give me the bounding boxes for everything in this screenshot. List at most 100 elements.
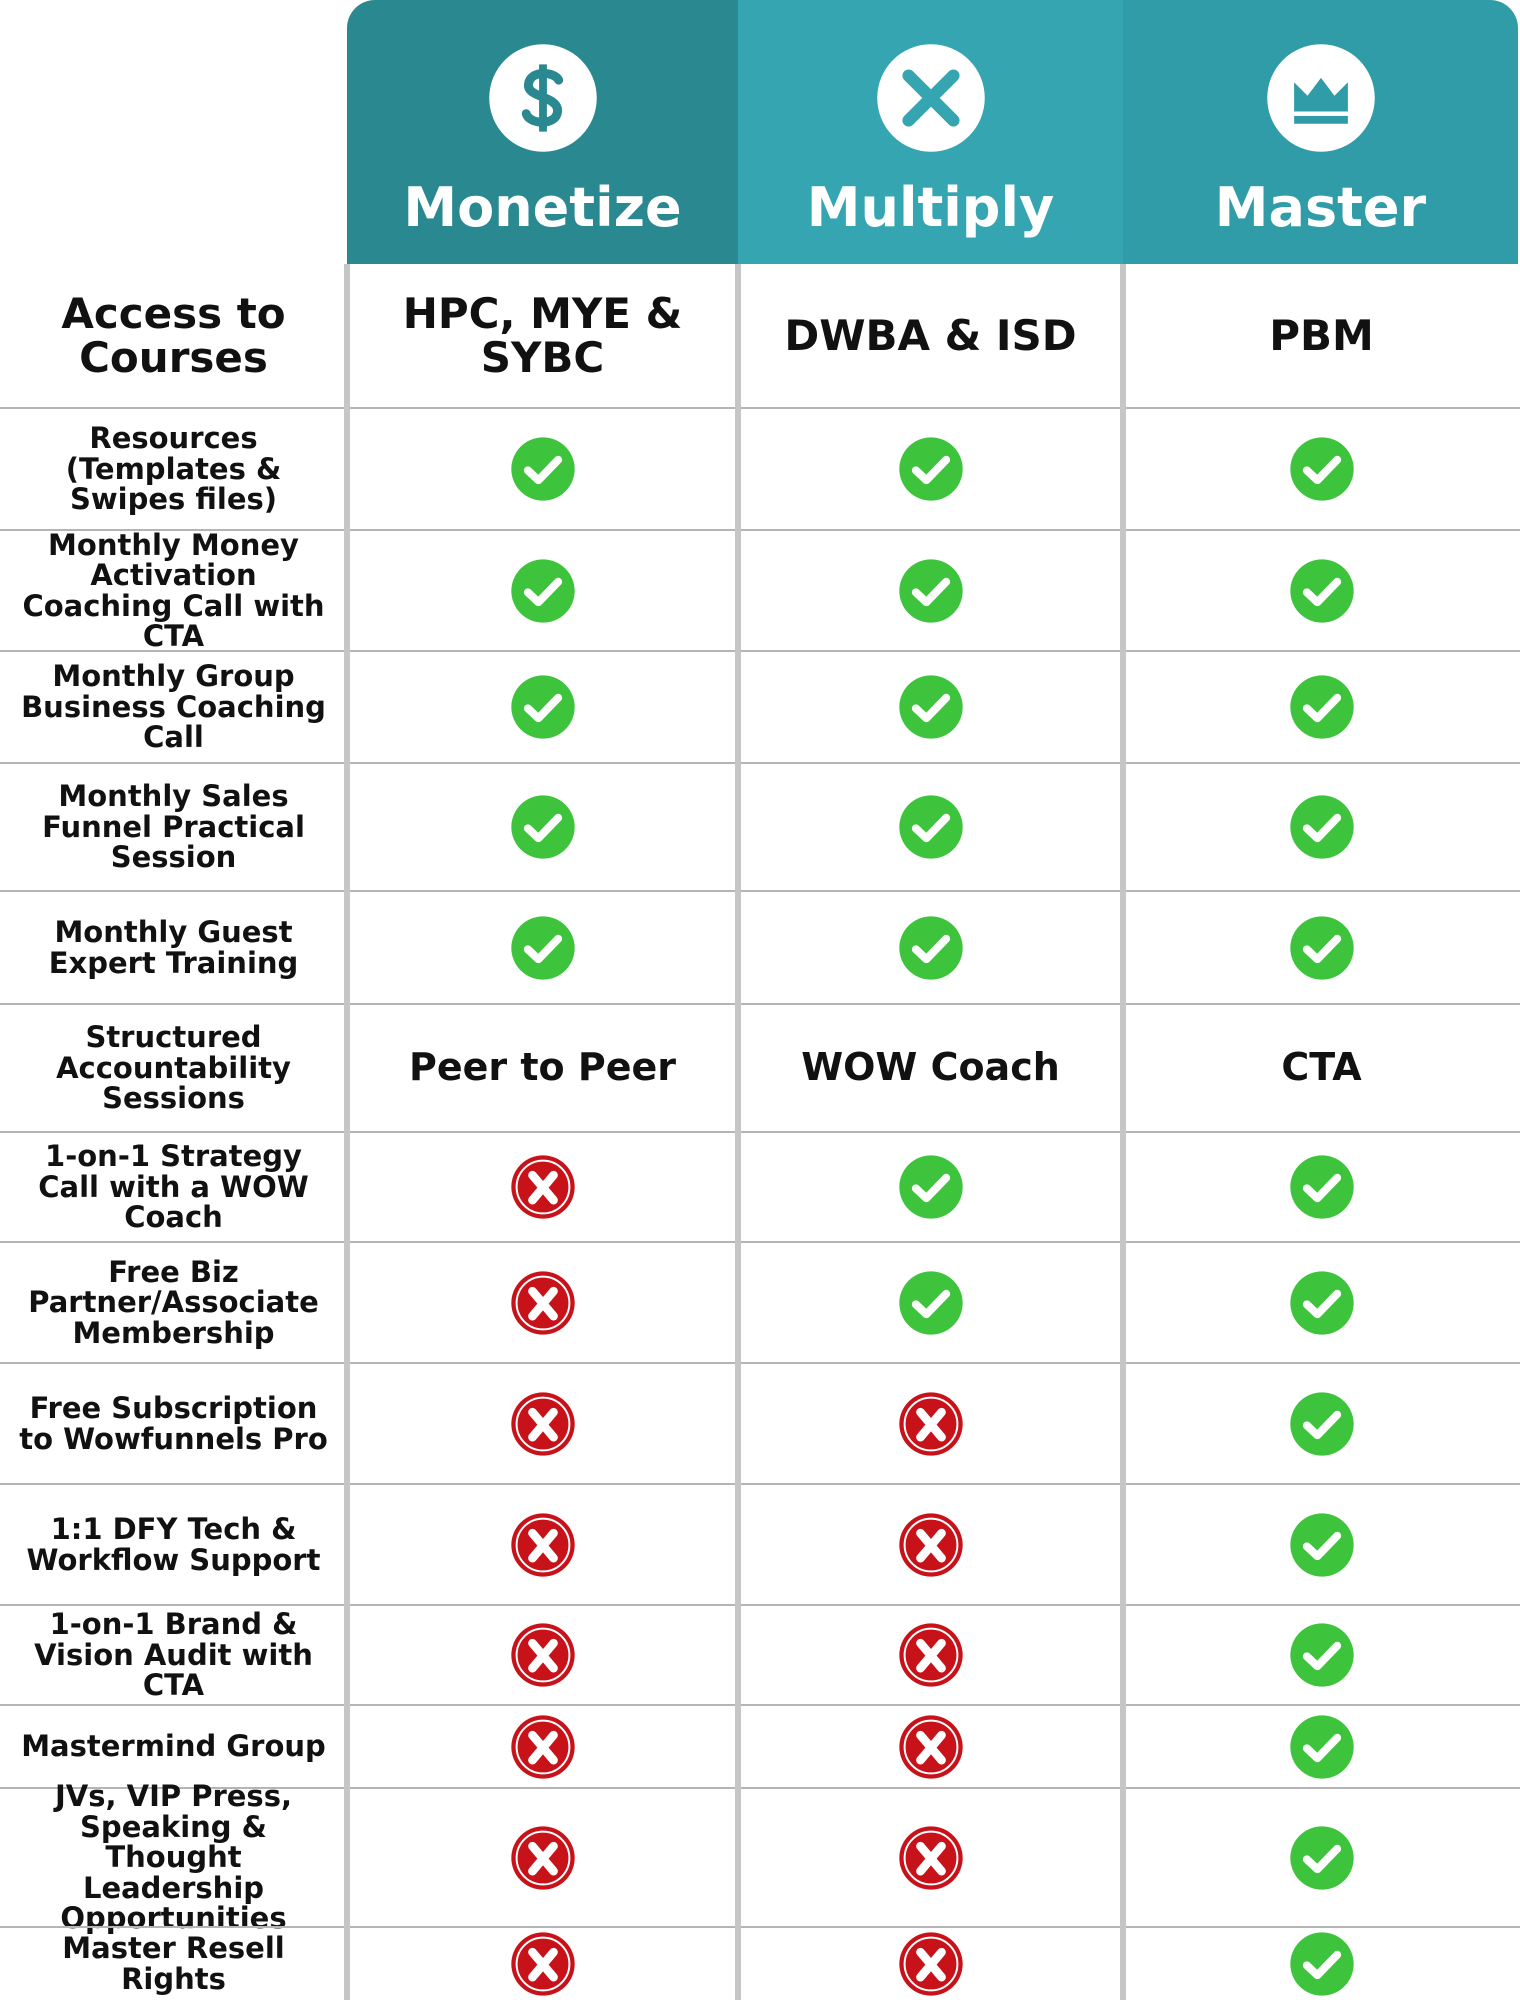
check-icon [510, 795, 575, 859]
cross-icon [898, 1391, 963, 1456]
row-label: 1-on-1 Brand & Vision Audit with CTA [34, 1607, 313, 1703]
cross-icon [510, 1825, 575, 1890]
row-label: Monthly Sales Funnel Practical Session [42, 779, 305, 875]
column-divider [344, 264, 350, 2000]
cell [347, 1788, 738, 1927]
check-icon [1289, 1391, 1354, 1456]
cell [347, 651, 738, 763]
check-icon [1289, 1623, 1354, 1687]
row-label: 1:1 DFY Tech & Workflow Support [26, 1512, 321, 1577]
cell [738, 763, 1123, 891]
cell [1123, 408, 1520, 530]
cell [738, 530, 1123, 651]
header-band: Monetize Multiply Master [347, 0, 1518, 264]
row-divider [0, 1131, 1520, 1133]
plan-icon [876, 44, 985, 152]
row-divider [0, 1787, 1520, 1789]
check-icon [898, 437, 963, 501]
row-label: Resources (Templates & Swipes files) [65, 421, 282, 517]
plan-header: Monetize [347, 0, 738, 264]
row-divider [0, 890, 1520, 892]
cell-text: WOW Coach [801, 1045, 1060, 1090]
cell [738, 651, 1123, 763]
cell [738, 1788, 1123, 1927]
cell-text: CTA [1281, 1045, 1362, 1090]
plan-name: Monetize [403, 176, 682, 239]
cross-icon [898, 1931, 963, 1996]
cross-icon [898, 1623, 963, 1687]
check-icon [1289, 437, 1354, 501]
cell [1123, 891, 1520, 1004]
check-icon [898, 1155, 963, 1219]
cross-icon [510, 1931, 575, 1996]
row-divider [0, 1604, 1520, 1606]
check-icon [1289, 675, 1354, 739]
row-divider [0, 529, 1520, 531]
cross-icon [898, 1825, 963, 1890]
row-label: 1-on-1 Strategy Call with a WOW Coach [38, 1139, 309, 1235]
cell [347, 1484, 738, 1605]
cross-icon [898, 1512, 963, 1577]
cell [347, 1605, 738, 1705]
row-label: Access to Courses [61, 288, 286, 382]
column-divider [735, 264, 741, 2000]
row-divider [0, 407, 1520, 409]
cell [1123, 1132, 1520, 1242]
cell [347, 530, 738, 651]
row-divider [0, 1926, 1520, 1928]
cell [738, 891, 1123, 1004]
row-label: Monthly Guest Expert Training [48, 915, 299, 980]
row-label: Free Subscription to Wowfunnels Pro [19, 1391, 328, 1456]
column-divider [1120, 264, 1126, 2000]
check-icon [1289, 1155, 1354, 1219]
cell [347, 1363, 738, 1484]
cell-text: Peer to Peer [408, 1045, 676, 1090]
check-icon [898, 1270, 963, 1335]
cell [1123, 530, 1520, 651]
check-icon [1289, 1512, 1354, 1577]
row-divider [0, 1003, 1520, 1005]
check-icon [510, 915, 575, 980]
check-icon [1289, 1714, 1354, 1779]
row-divider [0, 1241, 1520, 1243]
cell [347, 891, 738, 1004]
plan-header: Multiply [738, 0, 1123, 264]
cross-icon [510, 1155, 575, 1219]
cell [347, 408, 738, 530]
row-label: Master Resell Rights [62, 1931, 285, 1996]
check-icon [1289, 558, 1354, 623]
cell [738, 1605, 1123, 1705]
row-label: Monthly Group Business Coaching Call [21, 659, 326, 755]
row-divider [0, 1362, 1520, 1364]
cross-icon [510, 1512, 575, 1577]
row-label: JVs, VIP Press, Speaking & Thought Leade… [55, 1779, 292, 1936]
cross-icon [510, 1714, 575, 1779]
cell [1123, 763, 1520, 891]
plan-header: Master [1123, 0, 1518, 264]
check-icon [510, 675, 575, 739]
row-label: Monthly Money Activation Coaching Call w… [22, 527, 325, 653]
plan-icon [1266, 44, 1375, 152]
check-icon [1289, 1931, 1354, 1996]
check-icon [898, 675, 963, 739]
check-icon [898, 915, 963, 980]
cell [1123, 1605, 1520, 1705]
row-divider [0, 650, 1520, 652]
cell [1123, 1242, 1520, 1363]
cell [347, 1705, 738, 1788]
cell [1123, 1363, 1520, 1484]
cell [1123, 1705, 1520, 1788]
plan-icon [488, 44, 597, 152]
row-divider [0, 762, 1520, 764]
cell [1123, 651, 1520, 763]
row-label: Mastermind Group [21, 1729, 326, 1764]
check-icon [898, 558, 963, 623]
cell [738, 1132, 1123, 1242]
row-label: Structured Accountability Sessions [56, 1020, 291, 1116]
check-icon [510, 437, 575, 501]
check-icon [898, 795, 963, 859]
cell [738, 1484, 1123, 1605]
cell [738, 1363, 1123, 1484]
cell [738, 1242, 1123, 1363]
